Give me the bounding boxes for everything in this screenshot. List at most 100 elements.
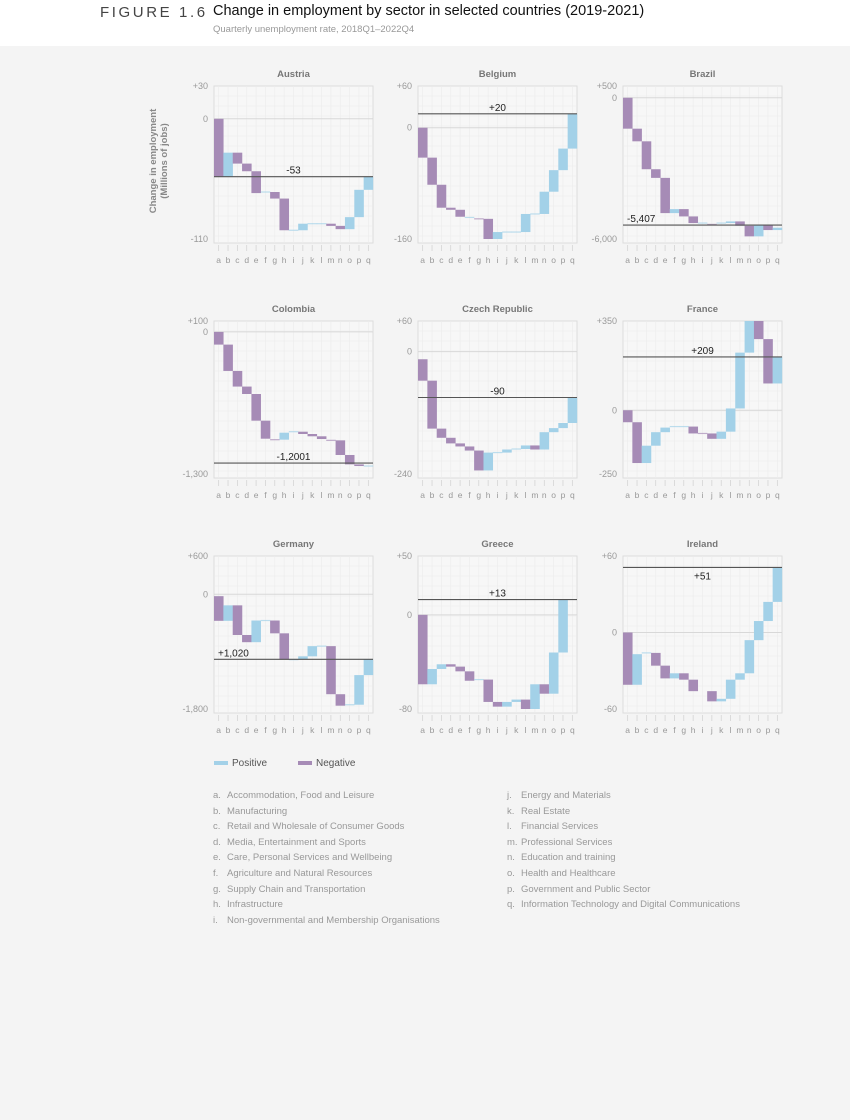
bar-g-negative	[474, 450, 484, 471]
x-tick-label: d	[244, 725, 249, 735]
bar-f-positive	[669, 673, 680, 679]
x-tick-label: p	[357, 490, 362, 500]
x-tick-label: i	[497, 255, 499, 265]
x-tick-label: j	[505, 725, 508, 735]
x-tick-label: b	[430, 490, 435, 500]
chart-panel-colombia: -1,2001 Colombia +100 0 -1,300 a b c d e f g h i j k l m n…	[168, 295, 383, 500]
bar-k-positive	[307, 223, 318, 225]
bar-e-negative	[251, 171, 261, 194]
x-tick-label: f	[673, 725, 676, 735]
sector-name: Media, Entertainment and Sports	[227, 836, 366, 848]
bar-c-negative	[436, 428, 447, 438]
sector-letter: g.	[213, 883, 221, 895]
x-tick-label: g	[681, 725, 686, 735]
sector-key-item: d. Media, Entertainment and Sports	[213, 837, 440, 853]
chart-title: Brazil	[690, 69, 716, 80]
y-tick-label-zero: 0	[407, 123, 412, 133]
bar-a-negative	[214, 331, 224, 345]
sector-key-item: f. Agriculture and Natural Resources	[213, 868, 440, 884]
x-tick-label: g	[476, 725, 481, 735]
bar-f-negative	[464, 671, 475, 681]
x-tick-label: f	[468, 490, 471, 500]
x-tick-label: i	[293, 255, 295, 265]
bar-f-negative	[464, 446, 475, 451]
y-tick-label-zero: 0	[612, 93, 617, 103]
sector-key-item: k. Real Estate	[507, 806, 740, 822]
x-tick-label: n	[747, 490, 752, 500]
chart-title: France	[687, 304, 718, 315]
sector-name: Information Technology and Digital Commu…	[521, 899, 740, 911]
sector-key-item: e. Care, Personal Services and Wellbeing	[213, 852, 440, 868]
reference-label: -53	[286, 166, 301, 177]
x-tick-label: c	[644, 255, 649, 265]
x-tick-label: n	[542, 725, 547, 735]
bar-g-negative	[474, 218, 484, 220]
x-tick-label: c	[235, 490, 240, 500]
x-tick-label: m	[531, 725, 538, 735]
x-tick-label: b	[635, 255, 640, 265]
sector-name: Manufacturing	[227, 805, 288, 817]
bar-g-positive	[679, 425, 689, 428]
bar-h-positive	[279, 432, 290, 440]
x-tick-label: k	[310, 725, 315, 735]
x-tick-label: j	[301, 725, 304, 735]
bar-i-positive	[492, 232, 503, 239]
y-tick-label-max: +30	[193, 81, 208, 91]
bar-b-negative	[427, 157, 437, 185]
x-tick-label: q	[570, 725, 575, 735]
y-tick-label-zero: 0	[203, 327, 208, 337]
bar-q-positive	[772, 227, 783, 231]
x-tick-label: j	[710, 725, 713, 735]
x-tick-label: f	[264, 490, 267, 500]
x-tick-label: q	[775, 490, 780, 500]
x-tick-label: b	[226, 490, 231, 500]
reference-label: -90	[490, 387, 505, 398]
x-tick-label: g	[476, 255, 481, 265]
bar-e-positive	[660, 427, 670, 433]
bar-a-negative	[623, 632, 633, 685]
x-tick-label: h	[282, 725, 287, 735]
x-tick-label: h	[691, 255, 696, 265]
sector-name: Care, Personal Services and Wellbeing	[227, 852, 393, 864]
x-tick-label: i	[497, 490, 499, 500]
bar-h-positive	[483, 452, 494, 471]
negative-swatch	[298, 761, 312, 766]
bar-a-negative	[214, 118, 224, 177]
bar-m-positive	[735, 673, 745, 680]
x-tick-label: c	[439, 255, 444, 265]
bar-l-positive	[725, 221, 736, 224]
sector-letter: h.	[213, 899, 221, 911]
y-tick-label-max: +600	[188, 551, 208, 561]
x-tick-label: a	[625, 490, 630, 500]
chart-svg: -5,407 Brazil +500 0 -6,000 a b c d e f g h i j k l m n o p q	[591, 69, 783, 265]
sector-key-item: a. Accommodation, Food and Leisure	[213, 790, 440, 806]
bar-h-negative	[483, 679, 494, 702]
bar-b-positive	[632, 654, 642, 685]
x-tick-label: q	[775, 725, 780, 735]
bar-b-negative	[632, 422, 642, 464]
x-tick-label: i	[293, 490, 295, 500]
chart-panel-greece: +13 Greece +50 0 -80 a b c d e f g h i j k l m n o p q	[372, 530, 587, 735]
bar-j-negative	[298, 431, 308, 435]
x-tick-label: o	[347, 255, 352, 265]
sector-name: Retail and Wholesale of Consumer Goods	[227, 821, 405, 833]
x-tick-label: i	[702, 255, 704, 265]
x-tick-label: p	[561, 490, 566, 500]
x-tick-label: k	[514, 255, 519, 265]
x-tick-label: d	[653, 255, 658, 265]
x-tick-label: e	[458, 490, 463, 500]
bar-m-positive	[530, 684, 540, 709]
reference-label: +20	[489, 103, 506, 114]
bar-q-positive	[567, 397, 578, 423]
x-tick-label: f	[264, 725, 267, 735]
chart-panel-france: +209 France +350 0 -250 a b c d e f g h i j k l m n o p q	[577, 295, 792, 500]
x-tick-label: g	[272, 255, 277, 265]
bar-g-negative	[270, 192, 280, 199]
x-tick-label: o	[347, 725, 352, 735]
sector-letter: e.	[213, 852, 221, 864]
y-tick-label-zero: 0	[407, 347, 412, 357]
chart-title: Austria	[277, 69, 310, 80]
sector-name: Financial Services	[521, 821, 599, 833]
chart-title: Greece	[481, 539, 513, 550]
x-tick-label: b	[635, 490, 640, 500]
